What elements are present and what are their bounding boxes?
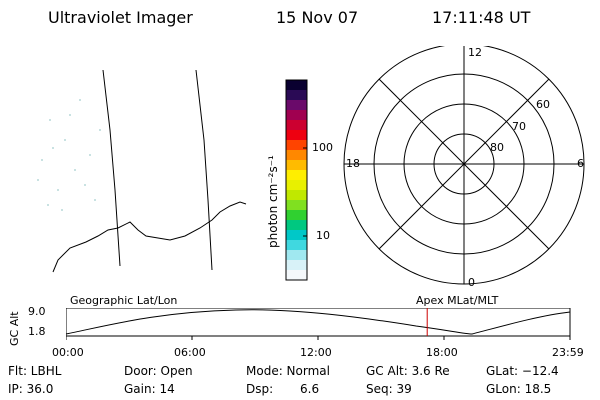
timeline-tick-1: 06:00: [174, 346, 206, 359]
altitude-curve: [66, 309, 571, 335]
meridian-line-right: [195, 69, 213, 271]
color-bar-swatch: [286, 80, 307, 91]
timeline-tick-0: 00:00: [52, 346, 84, 359]
timeline-plot: [66, 308, 571, 340]
gain-info: Gain: 14: [124, 382, 175, 396]
color-bar-swatch: [286, 230, 307, 241]
color-bar-swatch: [286, 140, 307, 151]
color-bar-swatch: [286, 210, 307, 221]
speckle-noise: [37, 99, 101, 211]
color-bar-swatch: [286, 130, 307, 141]
timeline-tick-4: 23:59: [552, 346, 584, 359]
dsp-value: 6.6: [300, 382, 320, 396]
coastline: [52, 201, 247, 273]
dsp-label: Dsp:: [246, 382, 274, 396]
polar-ring-label-70: 70: [512, 120, 526, 133]
timeline-y-min: 1.8: [28, 325, 46, 338]
color-bar-swatch: [286, 220, 307, 231]
color-bar-swatch: [286, 240, 307, 251]
color-bar-label-100: 100: [312, 141, 333, 154]
color-bar-swatch: [286, 190, 307, 201]
polar-label-0: 0: [468, 276, 475, 289]
color-bar-swatch: [286, 160, 307, 171]
polar-ring-label-60: 60: [536, 98, 550, 111]
color-bar-swatch: [286, 100, 307, 111]
polar-label-12: 12: [468, 46, 482, 59]
color-bar-swatch: [286, 180, 307, 191]
color-bar-label-10: 10: [316, 229, 330, 242]
timeline-frame: [66, 308, 571, 337]
color-bar-swatch: [286, 120, 307, 131]
color-bar: [285, 79, 308, 281]
color-bar-swatch: [286, 110, 307, 121]
timeline-y-axis-label: GC Alt: [8, 311, 21, 346]
polar-label-18: 18: [346, 157, 360, 170]
timeline-right-label: Apex MLat/MLT: [416, 294, 499, 307]
color-bar-frame: [285, 79, 308, 281]
polar-ring-label-80: 80: [490, 141, 504, 154]
color-bar-swatch: [286, 200, 307, 211]
door-info: Door: Open: [124, 364, 193, 378]
mode-info: Mode: Normal: [246, 364, 330, 378]
date-label: 15 Nov 07: [276, 8, 359, 27]
color-bar-swatch: [286, 250, 307, 261]
seq-info: Seq: 39: [366, 382, 412, 396]
ip-info: IP: 36.0: [8, 382, 54, 396]
polar-plot: [343, 46, 585, 285]
color-bar-label: photon cm⁻²s⁻¹: [266, 155, 280, 248]
glat-info: GLat: −12.4: [486, 364, 559, 378]
meridian-line-left: [102, 69, 121, 267]
polar-label-6: 6: [577, 157, 584, 170]
geographic-image: [37, 69, 247, 273]
instrument-title: Ultraviolet Imager: [48, 8, 193, 27]
timeline-tick-3: 18:00: [426, 346, 458, 359]
color-bar-swatch: [286, 90, 307, 101]
timeline-y-max: 9.0: [28, 305, 46, 318]
polar-diagonal-2: [378, 78, 550, 250]
color-bar-swatch: [286, 270, 307, 281]
color-bar-swatch: [286, 260, 307, 271]
timeline-left-label: Geographic Lat/Lon: [70, 294, 178, 307]
glon-info: GLon: 18.5: [486, 382, 552, 396]
gc-alt-info: GC Alt: 3.6 Re: [366, 364, 450, 378]
filter-info: Flt: LBHL: [8, 364, 62, 378]
color-bar-swatch: [286, 150, 307, 161]
timeline-tick-2: 12:00: [300, 346, 332, 359]
color-bar-swatch: [286, 170, 307, 181]
time-label: 17:11:48 UT: [432, 8, 531, 27]
